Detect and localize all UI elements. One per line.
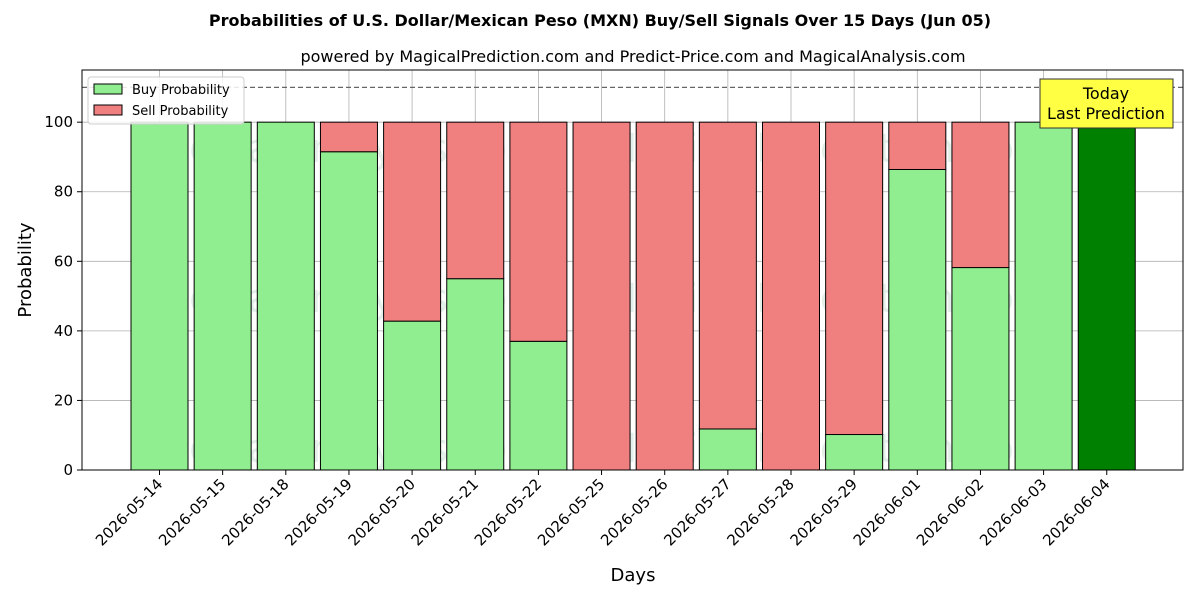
legend-box	[87, 76, 245, 125]
bar-buy-2026-05-18	[256, 121, 315, 471]
y-axis: 0 20 40 60 80 100	[44, 113, 82, 479]
x-tick-label: 2026-06-01	[850, 475, 924, 549]
bar-buy-2026-06-04	[1077, 121, 1136, 471]
x-tick-label: 2026-05-20	[345, 475, 419, 549]
bar-sell-2026-05-22	[509, 121, 568, 342]
chart-title: Probabilities of U.S. Dollar/Mexican Pes…	[209, 11, 991, 30]
legend-label-buy: Buy Probability	[132, 83, 230, 98]
x-tick-label: 2026-05-26	[597, 475, 671, 549]
x-tick-label: 2026-05-14	[92, 475, 166, 549]
x-tick-label: 2026-05-18	[218, 475, 292, 549]
legend-swatch-sell	[93, 104, 123, 116]
x-tick-label: 2026-05-29	[787, 475, 861, 549]
y-tick-label: 60	[54, 252, 73, 270]
bar-sell-2026-05-21	[446, 121, 505, 280]
annotation-line: Today	[1082, 84, 1129, 103]
plot-frame	[81, 69, 1184, 471]
annotation-line: Last Prediction	[1047, 104, 1165, 123]
bar-buy-2026-06-03	[1014, 121, 1073, 471]
legend: Buy Probability Sell Probability	[87, 76, 245, 125]
x-axis: 2026-05-142026-05-152026-05-182026-05-19…	[92, 470, 1114, 549]
x-tick-label: 2026-06-02	[913, 475, 987, 549]
bar-buy-2026-05-14	[130, 121, 189, 471]
x-tick-label: 2026-05-19	[281, 475, 355, 549]
bar-buy-2026-05-19	[319, 151, 378, 471]
y-tick-label: 100	[44, 113, 73, 131]
bar-buy-2026-05-15	[193, 121, 252, 471]
legend-label-sell: Sell Probability	[132, 104, 229, 119]
bar-sell-2026-05-26	[635, 121, 694, 471]
bar-sell-2026-06-01	[888, 121, 947, 170]
bar-sell-2026-05-27	[698, 121, 757, 430]
annotation-box	[1039, 78, 1174, 129]
x-tick-label: 2026-05-25	[534, 475, 608, 549]
bar-buy-2026-06-02	[951, 267, 1010, 471]
bar-sell-2026-06-02	[951, 121, 1010, 269]
y-axis-label: Probability	[15, 222, 36, 317]
bar-sell-2026-05-29	[825, 121, 884, 436]
x-tick-label: 2026-05-22	[471, 475, 545, 549]
y-tick-label: 0	[63, 461, 73, 479]
bar-buy-2026-05-27	[698, 428, 757, 471]
bar-buy-2026-05-21	[446, 278, 505, 471]
x-tick-label: 2026-06-04	[1039, 475, 1113, 549]
y-tick-label: 40	[54, 322, 73, 340]
chart-subtitle: powered by MagicalPrediction.com and Pre…	[300, 47, 965, 66]
y-tick-label: 80	[54, 183, 73, 201]
bar-buy-2026-05-29	[825, 434, 884, 471]
bar-sell-2026-05-28	[762, 121, 820, 471]
bar-buy-2026-06-01	[888, 168, 947, 471]
bar-buy-2026-05-22	[509, 340, 568, 471]
y-tick-label: 20	[54, 391, 73, 409]
bar-sell-2026-05-25	[572, 121, 631, 471]
bar-buy-2026-05-20	[383, 320, 442, 471]
legend-swatch-buy	[93, 83, 123, 95]
x-tick-label: 2026-05-21	[408, 475, 482, 549]
x-tick-label: 2026-05-28	[723, 475, 797, 549]
x-tick-label: 2026-06-03	[976, 475, 1050, 549]
x-tick-label: 2026-05-15	[155, 475, 229, 549]
bar-sell-2026-05-20	[383, 121, 442, 322]
x-tick-label: 2026-05-27	[660, 475, 734, 549]
bars	[130, 121, 1136, 471]
bar-sell-2026-05-19	[319, 121, 378, 153]
x-axis-label: Days	[611, 565, 656, 586]
